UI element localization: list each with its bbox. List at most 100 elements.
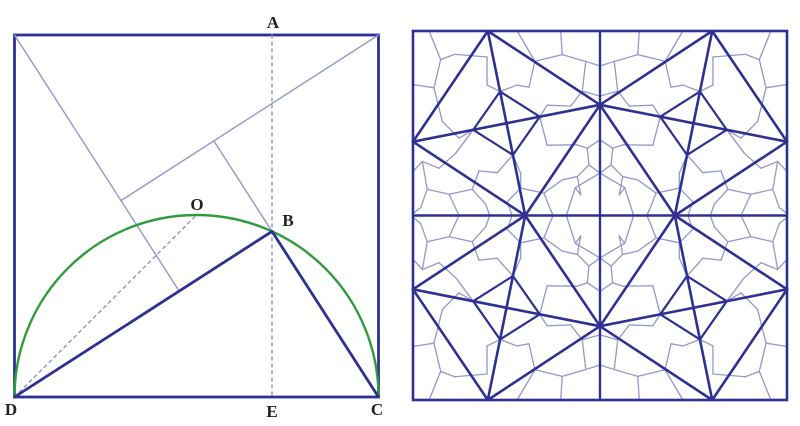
web-line-56 — [648, 192, 657, 211]
web-line-45 — [471, 188, 487, 205]
web-line-0 — [758, 370, 772, 401]
web-line-48 — [478, 257, 498, 261]
web-line-23 — [576, 144, 588, 149]
web-line-31 — [599, 172, 626, 189]
web-line-12 — [637, 53, 666, 62]
web-line-56 — [543, 220, 552, 239]
web-line-15 — [599, 364, 615, 371]
tilted-square-line-3 — [486, 29, 602, 107]
web-line-11 — [664, 30, 684, 62]
web-line-24 — [599, 139, 614, 149]
web-line-11 — [516, 30, 536, 62]
small-square-side-0 — [659, 313, 702, 341]
web-line-9 — [670, 84, 684, 88]
web-line-36 — [743, 262, 762, 279]
web-line-58 — [637, 237, 657, 252]
web-line-46 — [709, 203, 715, 217]
web-line-13 — [560, 375, 563, 401]
web-line-17 — [581, 334, 601, 341]
tiling-quadrant-BR — [598, 214, 789, 402]
web-line-32 — [624, 186, 635, 217]
web-line-10 — [664, 60, 672, 88]
web-line-14 — [561, 368, 587, 378]
web-line-10 — [528, 343, 536, 371]
point-label-C: C — [371, 400, 383, 419]
web-line-40 — [420, 188, 428, 209]
web-line-9 — [516, 343, 530, 347]
web-line-56 — [543, 192, 552, 211]
small-square-side-0 — [659, 90, 702, 118]
web-line-24 — [586, 139, 601, 149]
web-line-7 — [699, 84, 714, 93]
web-line-21 — [652, 116, 661, 146]
tilted-square-line-5 — [598, 103, 789, 143]
web-line-39 — [421, 241, 428, 271]
web-line-36 — [743, 152, 762, 169]
small-square-side-0 — [498, 313, 541, 341]
web-line-26 — [588, 164, 601, 174]
web-line-43 — [448, 193, 460, 217]
web-line-43 — [740, 193, 752, 217]
web-line-3 — [440, 370, 456, 378]
tilted-square-line-2 — [598, 103, 677, 217]
web-line-40 — [772, 222, 780, 243]
web-line-36 — [438, 152, 457, 169]
web-line-38 — [777, 258, 788, 271]
web-line-50 — [686, 154, 697, 166]
web-line-39 — [772, 160, 779, 190]
tilted-square-line-1 — [411, 214, 527, 291]
small-square-side-3 — [698, 300, 728, 341]
web-line-13 — [560, 30, 563, 56]
web-line-42 — [426, 236, 450, 243]
web-line-28 — [621, 175, 639, 181]
web-line-13 — [637, 30, 640, 56]
web-line-12 — [637, 369, 666, 378]
tilted-square-line-3 — [598, 29, 714, 107]
tilted-square-line-1 — [411, 140, 527, 217]
web-line-58 — [637, 179, 657, 194]
web-line-44 — [727, 188, 752, 195]
web-line-7 — [699, 338, 714, 347]
web-line-10 — [528, 60, 536, 88]
web-line-18 — [617, 90, 631, 107]
tilted-square-line-0 — [411, 29, 490, 143]
web-line-27 — [610, 164, 624, 178]
web-line-45 — [713, 226, 729, 243]
web-line-31 — [599, 242, 626, 259]
web-line-20 — [652, 104, 661, 118]
web-line-2 — [765, 342, 788, 348]
web-line-0 — [428, 30, 442, 61]
web-line-1 — [758, 58, 767, 89]
web-line-21 — [539, 285, 548, 315]
web-line-28 — [561, 250, 579, 256]
web-line-10 — [664, 343, 672, 371]
web-line-2 — [412, 342, 435, 348]
triangle-side-BC — [270, 229, 380, 399]
web-line-49 — [496, 164, 505, 174]
web-line-17 — [599, 90, 619, 97]
web-line-42 — [426, 188, 450, 195]
web-line-9 — [670, 343, 684, 347]
left-construction-figure: A O B D E C — [5, 13, 383, 421]
web-line-11 — [664, 369, 684, 401]
web-line-14 — [613, 53, 639, 63]
web-line-53 — [678, 187, 694, 203]
web-line-44 — [448, 188, 473, 195]
web-line-26 — [599, 164, 612, 174]
web-line-46 — [485, 214, 491, 228]
web-line-38 — [412, 160, 424, 173]
tiling-quadrant-TL — [411, 29, 602, 217]
web-line-26 — [588, 257, 601, 267]
web-line-25 — [610, 147, 614, 166]
web-line-0 — [758, 30, 772, 61]
web-line-14 — [613, 368, 639, 378]
tilted-square-line-1 — [673, 140, 789, 217]
web-line-30 — [618, 235, 626, 245]
web-line-42 — [750, 188, 774, 195]
web-line-39 — [772, 241, 779, 271]
small-square-side-1 — [659, 274, 689, 316]
tilted-square-line-3 — [486, 324, 602, 402]
web-line-20 — [652, 313, 661, 327]
web-line-18 — [617, 324, 631, 341]
